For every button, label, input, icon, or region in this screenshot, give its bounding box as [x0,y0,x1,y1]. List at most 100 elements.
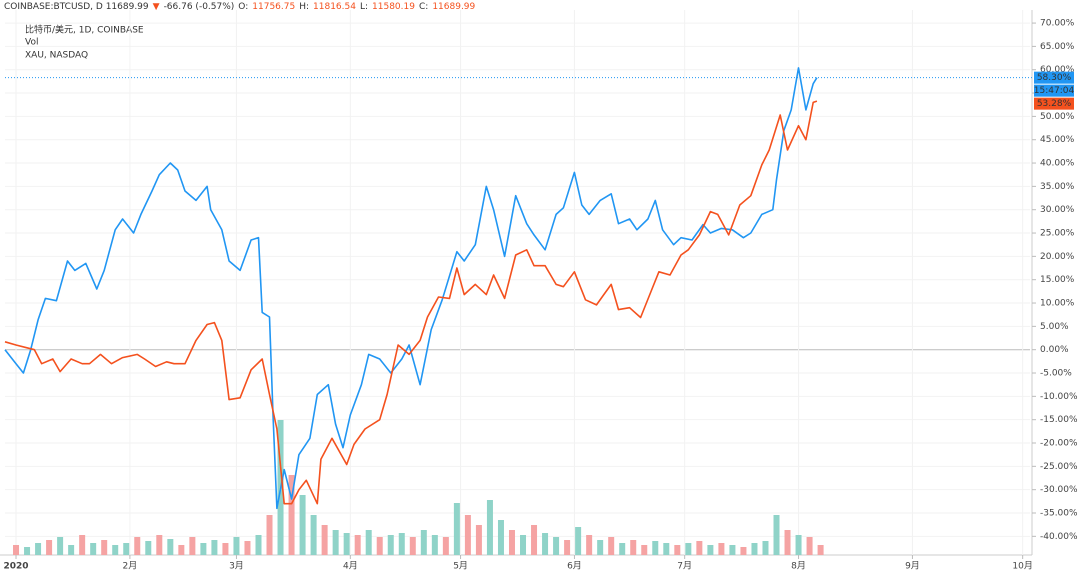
last-value-label: 58.30% [1037,73,1072,83]
volume-bar [343,533,350,555]
legend-entry: 比特币/美元, 1D, COINBASE [25,24,144,36]
volume-bar [453,503,460,555]
y-tick-label: -30.00% [1040,485,1078,495]
x-tick-label: 8月 [791,561,806,572]
volume-bar [575,527,582,555]
volume-bar [365,530,372,555]
header-item: C: [419,2,428,12]
y-tick-label: 35.00% [1040,182,1075,192]
volume-bar [685,543,692,555]
volume-bar [619,543,626,555]
x-tick-label: 2月 [123,561,138,572]
y-tick-label: 65.00% [1040,42,1075,52]
volume-bar [508,530,515,555]
volume-bar [817,545,824,555]
volume-bar [222,543,229,555]
x-tick-label: 9月 [905,561,920,572]
volume-bar [13,545,20,555]
y-tick-label: -20.00% [1040,439,1078,449]
header-item: 11756.75 [252,2,295,12]
volume-bar [497,520,504,555]
y-tick-label: 45.00% [1040,135,1075,145]
volume-bar [24,547,31,555]
volume-bar [806,537,813,555]
y-tick-label: 10.00% [1040,299,1075,309]
volume-bar [751,543,758,555]
time-label: 15:47:04 [1034,86,1075,96]
y-tick-label: 60.00% [1040,65,1075,75]
volume-bar [134,537,141,555]
x-tick-label: 5月 [453,561,468,572]
y-tick-label: -35.00% [1040,509,1078,519]
volume-bar [145,541,152,555]
header-item: 11580.19 [372,2,415,12]
x-tick-label: 10月 [1012,561,1032,572]
volume-bar [211,540,218,555]
volume-bar [597,540,604,555]
x-tick-label: 4月 [343,561,358,572]
volume-bar [266,515,273,555]
volume-bar [718,543,725,555]
volume-bar [740,547,747,555]
volume-bar [200,543,207,555]
header: COINBASE:BTCUSD, D 11689.99 ▼ -66.76 (-0.5… [4,2,476,12]
volume-bar [167,539,174,555]
x-tick-label: 6月 [567,561,582,572]
legend-entry: Vol [25,38,38,48]
line-series [4,100,818,505]
y-tick-label: 0.00% [1040,345,1069,355]
volume-bar [762,541,769,555]
y-tick-label: -5.00% [1040,369,1072,379]
x-tick-label: 3月 [229,561,244,572]
volume-bar [310,515,317,555]
volume-bar [630,540,637,555]
volume-bar [90,543,97,555]
volume-bar [707,545,714,555]
volume-bar [464,515,471,555]
volume-bar [784,530,791,555]
volume-bar [288,475,295,555]
volume-bar [475,525,482,555]
volume-bar [431,535,438,555]
y-tick-label: 20.00% [1040,252,1075,262]
header-item: 11689.99 [432,2,475,12]
y-tick-label: -25.00% [1040,462,1078,472]
volume-bar [57,537,64,555]
volume-bar [321,525,328,555]
legend-entry: XAU, NASDAQ [25,51,88,61]
header-item: L: [360,2,368,12]
volume-bar [376,537,383,555]
volume-bar [520,535,527,555]
volume-bar [773,515,780,555]
volume-bar [189,537,196,555]
time-box [1034,84,1074,97]
volume-bar [409,537,416,555]
header-item: O: [238,2,248,12]
volume-bar [255,535,262,555]
y-tick-label: 5.00% [1040,322,1069,332]
volume-bar [531,525,538,555]
volume-bar [35,543,42,555]
header-item: ▼ [153,2,160,12]
volume-bar [420,530,427,555]
x-tick-label: 7月 [677,561,692,572]
volume-bar [486,500,493,555]
volume-bar [795,535,802,555]
y-tick-label: 30.00% [1040,205,1075,215]
x-tick-label: 2020 [3,562,28,572]
volume-bar [299,495,306,555]
volume-bar [46,540,53,555]
volume-bar [398,533,405,555]
volume-bar [112,545,119,555]
volume-bar [101,540,108,555]
volume-bar [586,535,593,555]
y-tick-label: 15.00% [1040,275,1075,285]
volume-bar [442,537,449,555]
volume-bar [652,541,659,555]
y-tick-label: -10.00% [1040,392,1078,402]
volume-bar [674,545,681,555]
header-item: 11816.54 [313,2,356,12]
volume-bar [354,535,361,555]
volume-bar [553,537,560,555]
